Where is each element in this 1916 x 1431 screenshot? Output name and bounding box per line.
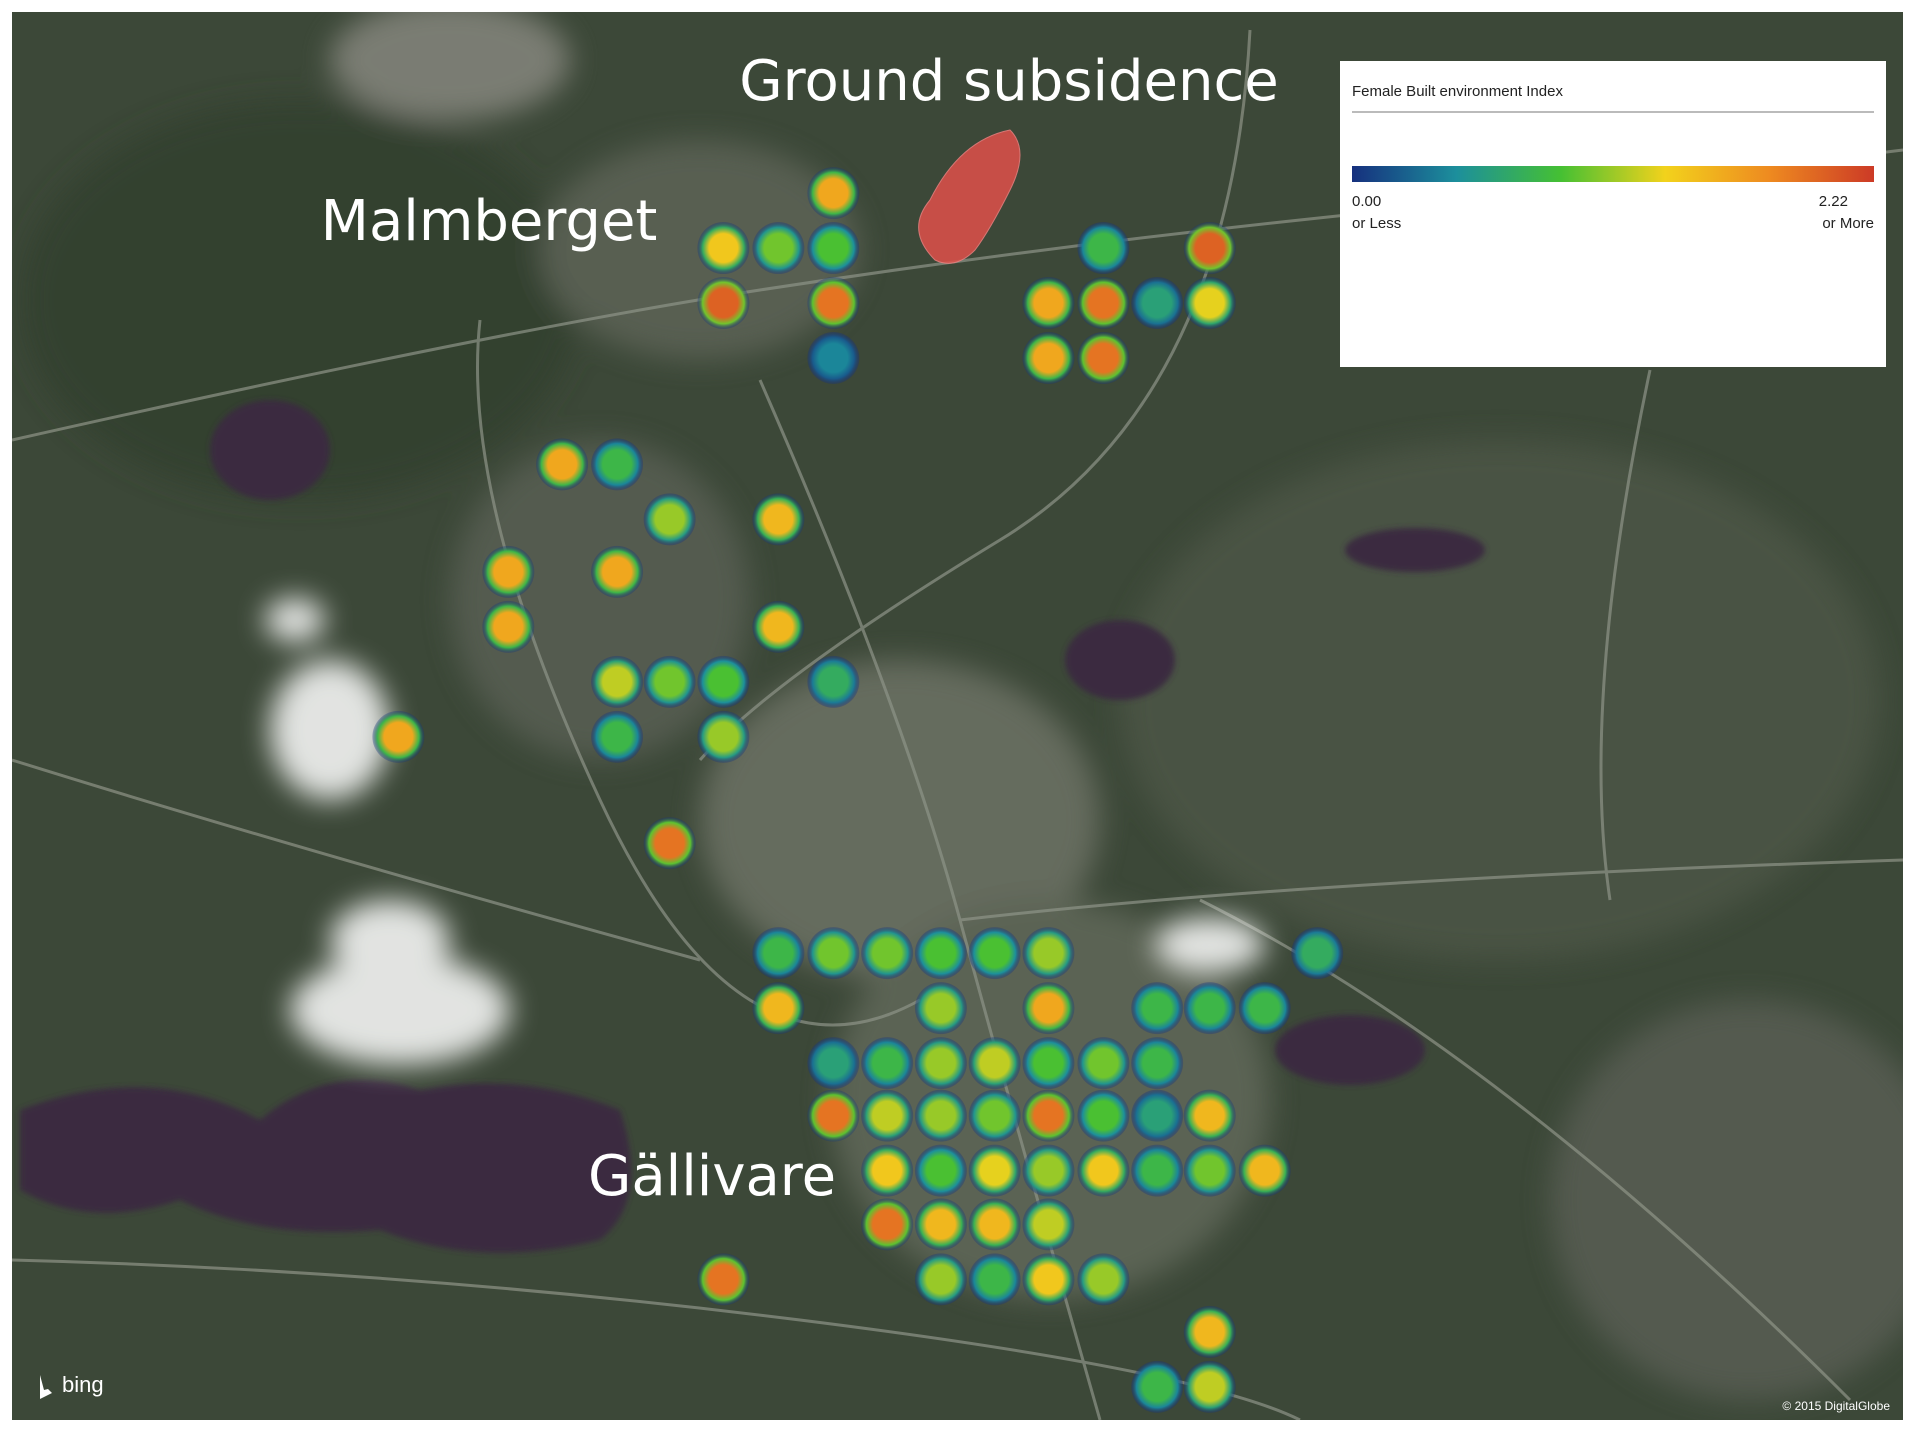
legend-min-label: 0.00 (1352, 193, 1381, 210)
heat-cell (1022, 1089, 1075, 1142)
heat-cell (861, 927, 914, 980)
heat-cell (1077, 1037, 1130, 1090)
heat-cell (861, 1089, 914, 1142)
subsidence-label: Ground subsidence (739, 49, 1278, 114)
heat-cell (1183, 277, 1236, 330)
legend-max-note: or More (1822, 215, 1874, 232)
heat-cell (1022, 982, 1075, 1035)
heat-cell (861, 1198, 914, 1251)
heat-cell (807, 1089, 860, 1142)
heat-cell (807, 927, 860, 980)
heat-cell (861, 1144, 914, 1197)
heat-cell (807, 277, 860, 330)
heat-cell (968, 1089, 1021, 1142)
heat-layer (372, 167, 1344, 1413)
heat-cell (1291, 927, 1344, 980)
heat-cell (968, 1037, 1021, 1090)
heat-cell (643, 655, 696, 708)
heat-cell (807, 167, 860, 220)
heat-cell (752, 982, 805, 1035)
heat-cell (591, 438, 644, 491)
heat-cell (372, 710, 425, 763)
heat-cell (914, 1144, 967, 1197)
heat-cell (1131, 1144, 1184, 1197)
heat-cell (1077, 1144, 1130, 1197)
heat-cell (968, 1198, 1021, 1251)
heat-cell (914, 1253, 967, 1306)
town-label: Malmberget (321, 189, 658, 254)
heat-cell (807, 1037, 860, 1090)
heat-cell (482, 545, 535, 598)
legend-title: Female Built environment Index (1352, 83, 1563, 100)
heat-cell (697, 655, 750, 708)
heat-cell (697, 1253, 750, 1306)
credit: © 2015 DigitalGlobe (1782, 1399, 1890, 1413)
heat-cell (1238, 1144, 1291, 1197)
legend: Female Built environment Index 0.00 or L… (1340, 61, 1886, 367)
heat-cell (1077, 332, 1130, 385)
heat-cell (591, 710, 644, 763)
heat-cell (482, 600, 535, 653)
heat-cell (1183, 1360, 1236, 1413)
heat-cell (752, 493, 805, 546)
heat-cell (643, 817, 696, 870)
heat-cell (1022, 1144, 1075, 1197)
heat-cell (1077, 277, 1130, 330)
heat-cell (1022, 277, 1075, 330)
heat-cell (1131, 1089, 1184, 1142)
heat-cell (914, 1089, 967, 1142)
legend-box (1340, 61, 1886, 367)
legend-gradient (1352, 166, 1874, 182)
heat-cell (1131, 982, 1184, 1035)
heat-cell (697, 710, 750, 763)
heat-cell (536, 438, 589, 491)
heat-cell (914, 982, 967, 1035)
heat-cell (1183, 222, 1236, 275)
heat-cell (1022, 332, 1075, 385)
heat-cell (1077, 1089, 1130, 1142)
heat-cell (1077, 1253, 1130, 1306)
heat-cell (591, 545, 644, 598)
heat-cell (807, 655, 860, 708)
town-label: Gällivare (588, 1144, 836, 1209)
heat-cell (914, 1037, 967, 1090)
heat-cell (1077, 222, 1130, 275)
heat-cell (752, 222, 805, 275)
heat-cell (807, 332, 860, 385)
heat-cell (1183, 1305, 1236, 1358)
legend-min-note: or Less (1352, 215, 1401, 232)
heat-cell (914, 927, 967, 980)
heat-cell (1022, 1198, 1075, 1251)
heat-cell (807, 222, 860, 275)
brand-icon (40, 1375, 52, 1399)
heat-cell (968, 1144, 1021, 1197)
heat-cell (1183, 1089, 1236, 1142)
heat-cell (697, 277, 750, 330)
heat-cell (1183, 1144, 1236, 1197)
heat-cell (1022, 1253, 1075, 1306)
heat-cell (1183, 982, 1236, 1035)
heat-cell (752, 600, 805, 653)
heat-cell (1022, 1037, 1075, 1090)
subsidence-area (918, 129, 1021, 264)
heat-cell (1131, 277, 1184, 330)
heat-cell (1131, 1037, 1184, 1090)
heat-cell (968, 1253, 1021, 1306)
heat-cell (914, 1198, 967, 1251)
legend-max-label: 2.22 (1819, 193, 1848, 210)
heat-cell (968, 927, 1021, 980)
heat-cell (1131, 1360, 1184, 1413)
heat-cell (1022, 927, 1075, 980)
heat-cell (643, 493, 696, 546)
heat-cell (1238, 982, 1291, 1035)
heat-cell (752, 927, 805, 980)
heat-cell (861, 1037, 914, 1090)
brand: bing (62, 1372, 104, 1397)
heat-cell (591, 655, 644, 708)
heat-cell (697, 222, 750, 275)
